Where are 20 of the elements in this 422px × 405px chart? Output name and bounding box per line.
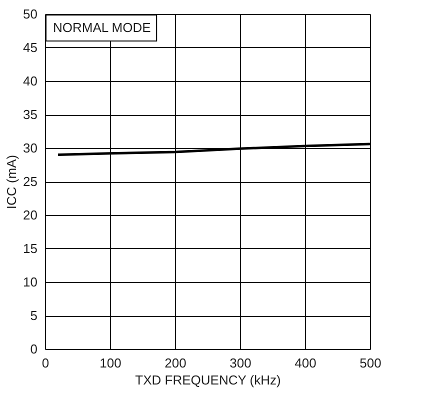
- x-tick-label: 200: [164, 356, 186, 370]
- y-tick-label: 15: [23, 241, 38, 256]
- y-tick-label: 35: [23, 107, 38, 122]
- y-tick-label: 0: [30, 342, 38, 356]
- y-tick-label: 10: [23, 274, 38, 290]
- y-tick-label: 30: [23, 140, 38, 156]
- y-tick-label: 25: [23, 174, 38, 189]
- y-axis-title: ICC (mA): [4, 154, 20, 210]
- x-axis-title: TXD FREQUENCY (kHz): [135, 372, 281, 388]
- y-tick-label: 5: [30, 308, 38, 323]
- y-tick-label: 40: [23, 74, 38, 88]
- y-tick-label: 50: [23, 6, 38, 22]
- x-tick-label: 100: [100, 356, 122, 370]
- x-tick-label: 400: [294, 356, 316, 370]
- x-tick-label: 300: [230, 356, 252, 370]
- y-tick-label: 20: [23, 208, 38, 222]
- x-tick-label: 0: [42, 356, 50, 370]
- x-tick-label: 500: [360, 356, 382, 370]
- annotation: NORMAL MODE: [53, 20, 152, 35]
- y-tick-label: 45: [23, 40, 38, 55]
